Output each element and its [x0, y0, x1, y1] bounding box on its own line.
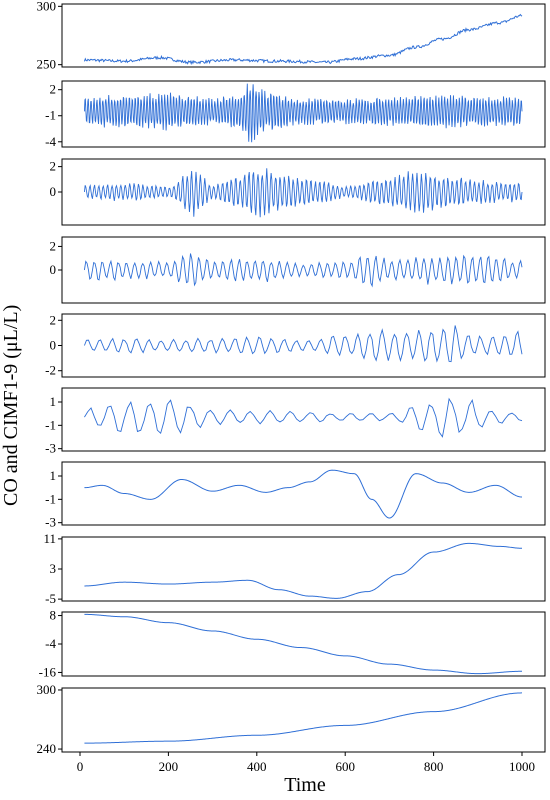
series-line-cimf6 [84, 469, 523, 519]
x-tick-label: 1000 [509, 759, 535, 774]
panel-cimf6: 1 -1 -3 [45, 461, 546, 530]
panel-cimf1: 2 -1 -4 [45, 80, 546, 149]
y-tick-label: -1 [45, 417, 56, 432]
panel-frame [61, 3, 546, 68]
x-tick-label: 200 [159, 759, 179, 774]
panel-cimf5: 1 -1 -3 [45, 387, 546, 456]
y-tick-label: -1 [45, 491, 56, 506]
x-tick-label: 0 [77, 759, 84, 774]
y-tick-label: 2 [50, 159, 57, 174]
y-tick-label: 240 [37, 741, 57, 756]
panel-frame [61, 80, 546, 148]
x-tick-label: 800 [424, 759, 444, 774]
y-tick-label: -1 [45, 108, 56, 123]
y-tick-label: 0 [50, 184, 57, 199]
panel-frame [61, 611, 546, 677]
y-tick-label: -2 [45, 363, 56, 378]
x-axis-label: Time [284, 774, 326, 796]
series-line-cimf3 [83, 253, 523, 288]
y-tick-label: 8 [50, 608, 57, 623]
panel-cimf7: 11 3 -5 [43, 531, 546, 606]
y-tick-label: -4 [45, 636, 56, 651]
panel-cimf3: 20 [50, 236, 546, 304]
panel-cimf8: 8 -4 -16 [39, 608, 546, 679]
y-tick-label: -5 [45, 591, 56, 606]
y-tick-label: 1 [50, 394, 57, 409]
y-tick-label: -4 [45, 134, 56, 149]
x-tick-label: 600 [335, 759, 355, 774]
panel-frame [61, 387, 546, 452]
panel-frame [61, 687, 546, 753]
panel-cimf4: 2 0 -2 [45, 312, 546, 378]
series-line-cimf5 [84, 397, 523, 438]
y-tick-label: 300 [37, 682, 57, 697]
panel-frame [61, 236, 546, 304]
y-tick-label: 250 [37, 57, 57, 72]
y-tick-label: 300 [37, 0, 57, 13]
panel-cimf2: 20 [50, 158, 546, 226]
series-line-cimf4 [84, 325, 523, 363]
panel-frame [61, 536, 546, 602]
series-line-cimf7 [84, 542, 522, 599]
panel-frame [61, 313, 546, 378]
y-tick-label: 3 [50, 561, 57, 576]
panel-frame [61, 461, 546, 526]
series-line-cimf9 [84, 692, 523, 744]
y-axis-label: CO and CIMF1-9 (μL/L) [0, 304, 22, 506]
y-tick-label: 2 [50, 312, 57, 327]
y-tick-label: 1 [50, 468, 57, 483]
x-tick-label: 400 [247, 759, 267, 774]
y-tick-label: 0 [50, 338, 57, 353]
panel-co: 250 300 [37, 0, 546, 72]
y-tick-label: -3 [45, 441, 56, 456]
series-line-cimf1 [83, 83, 523, 143]
y-tick-label: 11 [43, 531, 56, 546]
y-tick-label: 0 [50, 262, 57, 277]
series-line-cimf8 [84, 613, 522, 675]
y-tick-label: -16 [39, 664, 57, 679]
panel-cimf9: 300 240 [37, 682, 546, 756]
y-tick-label: -3 [45, 515, 56, 530]
series-line-cimf2 [83, 168, 523, 218]
y-tick-label: 2 [50, 238, 57, 253]
y-tick-label: 2 [50, 82, 57, 97]
series-line-co [83, 13, 523, 66]
